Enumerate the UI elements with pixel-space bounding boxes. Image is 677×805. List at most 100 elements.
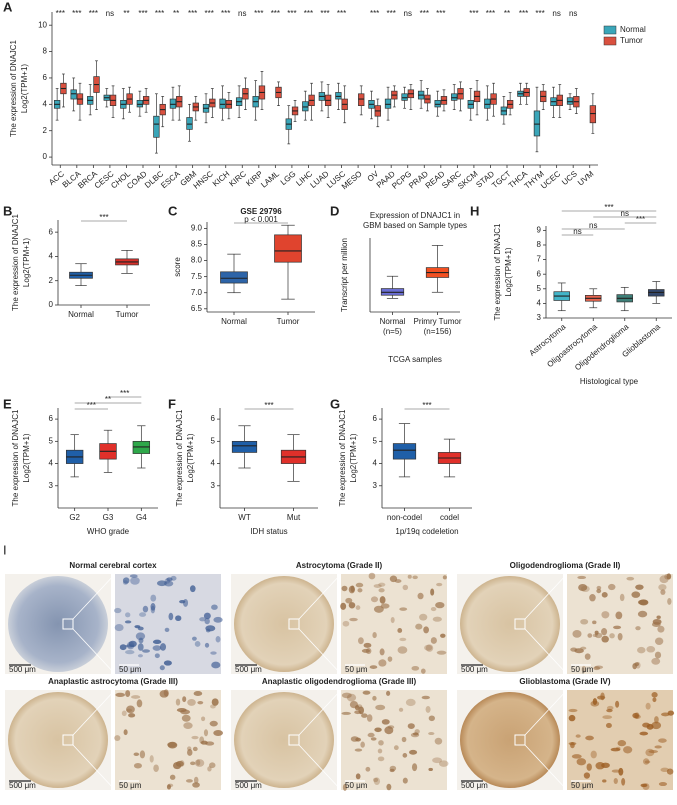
ihc-zoom-line bbox=[298, 689, 342, 736]
significance: ** bbox=[123, 9, 129, 18]
x-tick-label: Tumor bbox=[277, 317, 300, 326]
y-axis-label: Log2(TPM+1) bbox=[186, 433, 195, 482]
ihc-cell bbox=[617, 740, 627, 747]
ihc-cell bbox=[568, 714, 576, 722]
significance: ns bbox=[552, 9, 560, 18]
scale-label: 50 μm bbox=[571, 781, 594, 790]
ihc-cell bbox=[615, 700, 620, 708]
ihc-cell bbox=[419, 613, 428, 621]
ihc-cell bbox=[570, 742, 575, 749]
scale-label: 500 μm bbox=[461, 781, 488, 790]
x-tick-label: G4 bbox=[136, 513, 147, 522]
ihc-cell bbox=[191, 636, 197, 641]
ihc-cell bbox=[423, 626, 430, 634]
y-axis-label: The expression of DNAJC1 bbox=[338, 409, 347, 506]
ihc-cell bbox=[412, 575, 418, 580]
box bbox=[533, 110, 541, 137]
box bbox=[70, 89, 77, 100]
box bbox=[484, 98, 491, 109]
scale-label: 500 μm bbox=[235, 781, 262, 790]
ihc-cell bbox=[373, 605, 384, 613]
ihc-cell bbox=[584, 653, 591, 660]
ihc-cell bbox=[587, 633, 593, 638]
chart-title: Expression of DNAJC1 in bbox=[370, 211, 460, 220]
ihc-cell bbox=[428, 732, 435, 736]
ihc-cell bbox=[349, 617, 358, 622]
significance: ns bbox=[569, 9, 577, 18]
ihc-cell bbox=[160, 643, 167, 651]
x-tick-label: G2 bbox=[69, 513, 80, 522]
ihc-zoom-line bbox=[72, 689, 116, 736]
y-tick-label: 6.5 bbox=[191, 304, 203, 313]
significance: ** bbox=[504, 9, 510, 18]
ihc-cell bbox=[425, 644, 434, 652]
ihc-cell bbox=[596, 585, 602, 590]
ihc-cell bbox=[594, 630, 599, 635]
ihc-cell bbox=[122, 580, 129, 585]
ihc-cell bbox=[210, 651, 217, 655]
ihc-cell bbox=[623, 746, 633, 754]
significance: *** bbox=[72, 9, 81, 18]
ihc-cell bbox=[375, 704, 386, 711]
ihc-cell bbox=[424, 644, 433, 651]
box bbox=[451, 93, 458, 101]
ihc-cell bbox=[571, 754, 582, 759]
ihc-cell bbox=[386, 783, 392, 791]
ihc-cell bbox=[209, 762, 216, 769]
scale-label: 50 μm bbox=[119, 781, 142, 790]
ihc-cell bbox=[397, 627, 403, 633]
ihc-cell bbox=[666, 573, 672, 580]
x-axis-label: TCGA samples bbox=[388, 355, 442, 364]
x-tick-label: Primry Tumor bbox=[414, 317, 462, 326]
ihc-cell bbox=[197, 700, 204, 705]
scale-label: 50 μm bbox=[345, 781, 368, 790]
ihc-cell bbox=[125, 690, 131, 697]
y-tick-label: 7.5 bbox=[191, 272, 203, 281]
ihc-zoom-line bbox=[524, 689, 568, 736]
ihc-cell bbox=[180, 709, 191, 715]
ihc-cell bbox=[609, 633, 615, 639]
x-axis-label: 1p/19q codeletion bbox=[395, 527, 458, 536]
ihc-cell bbox=[580, 618, 589, 625]
ihc-cell bbox=[129, 574, 138, 578]
ihc-cell bbox=[349, 700, 359, 709]
ihc-cell bbox=[425, 705, 431, 713]
ihc-cell bbox=[373, 777, 379, 783]
ihc-cell bbox=[397, 646, 408, 654]
box bbox=[132, 440, 151, 454]
ihc-roi bbox=[62, 734, 74, 746]
ihc-cell bbox=[583, 772, 591, 779]
significance: *** bbox=[99, 213, 108, 222]
ihc-cell bbox=[167, 783, 174, 788]
ihc-title: Anaplastic oligodendroglioma (Grade III) bbox=[262, 677, 417, 686]
ihc-cell bbox=[378, 659, 387, 667]
ihc-cell bbox=[615, 611, 623, 620]
ihc-cell bbox=[640, 783, 648, 788]
ihc-zoom-line bbox=[298, 744, 342, 791]
ihc-cell bbox=[358, 637, 364, 645]
panel-label: B bbox=[3, 203, 12, 218]
ihc-cell bbox=[379, 596, 386, 604]
ihc-cell bbox=[159, 665, 165, 671]
ihc-cell bbox=[152, 645, 162, 651]
ihc-cell bbox=[379, 648, 385, 656]
ihc-cell bbox=[575, 734, 581, 738]
ihc-cell bbox=[204, 642, 210, 648]
ihc-cell bbox=[645, 748, 655, 757]
ihc-cell bbox=[130, 576, 140, 585]
significance: ns bbox=[621, 209, 629, 218]
ihc-cell bbox=[114, 735, 121, 741]
ihc-cell bbox=[654, 745, 662, 749]
ihc-cell bbox=[355, 605, 361, 610]
ihc-cell bbox=[621, 777, 626, 786]
ihc-cell bbox=[342, 620, 350, 627]
ihc-cell bbox=[389, 575, 398, 583]
significance: p < 0.001 bbox=[244, 215, 278, 224]
x-tick-label: non-codel bbox=[387, 513, 422, 522]
significance: ns bbox=[573, 227, 581, 236]
ihc-cell bbox=[434, 737, 443, 745]
ihc-cell bbox=[637, 646, 646, 654]
significance: *** bbox=[420, 9, 429, 18]
ihc-cell bbox=[407, 723, 415, 729]
y-tick-label: 3 bbox=[211, 481, 216, 490]
